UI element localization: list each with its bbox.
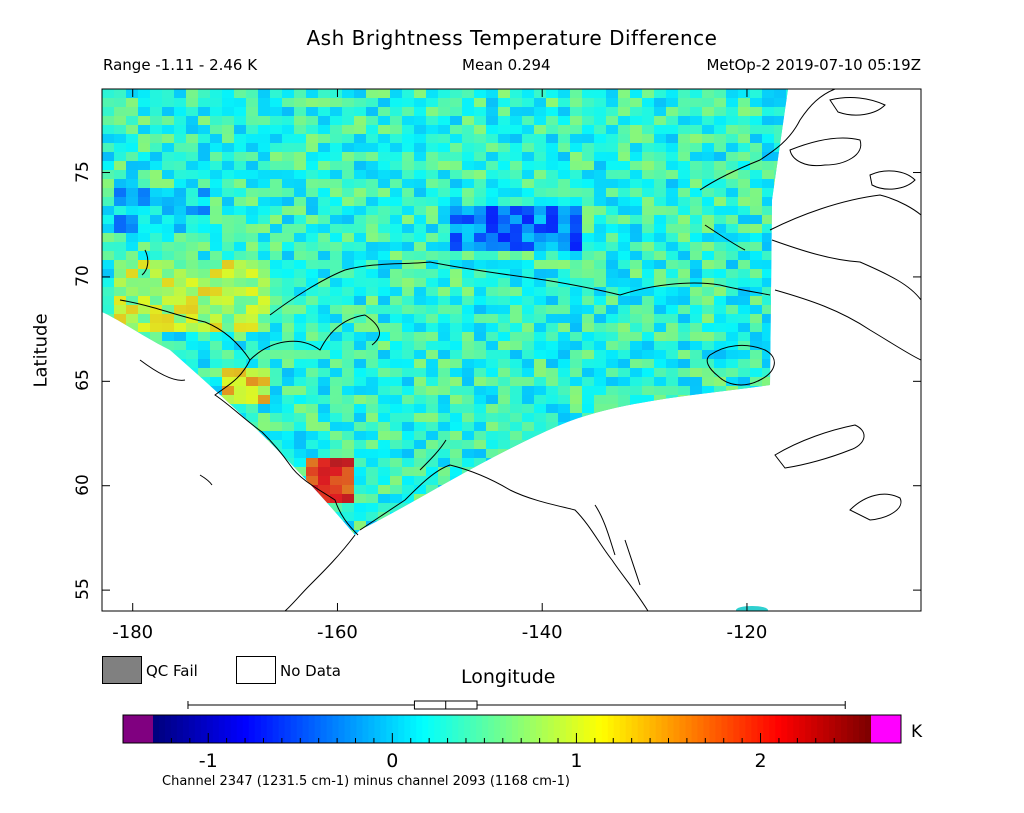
x-tick-label: -180 [112,622,154,643]
axis-ticks [102,89,921,611]
colorbar [122,714,902,744]
x-tick-label: -160 [317,622,358,643]
y-tick-label: 55 [73,578,93,600]
colorbar-over [871,715,901,743]
colorbar-boxplot [187,700,846,710]
y-tick-label: 65 [73,369,93,392]
x-tick-label: -140 [521,622,563,643]
plot-frame [101,88,922,612]
y-tick-label: 60 [73,473,93,496]
colorbar-tick-label: 2 [754,750,767,772]
y-axis-label: Latitude [30,313,52,388]
qc-fail-label: QC Fail [146,662,198,680]
colorbar-tick-label: -1 [198,750,218,772]
coastlines [119,89,921,611]
no-data-swatch [236,656,276,684]
range-text: Range -1.11 - 2.46 K [103,56,258,74]
mean-text: Mean 0.294 [462,56,551,74]
y-tick-label: 70 [73,265,93,287]
x-tick-label: -120 [726,622,768,643]
satellite-text: MetOp-2 2019-07-10 05:19Z [706,56,921,74]
y-tick-label: 75 [73,160,93,183]
colorbar-tick-label: 1 [570,750,583,772]
x-axis-label: Longitude [461,666,556,688]
chart-title: Ash Brightness Temperature Difference [306,26,718,50]
qc-fail-swatch [102,656,142,684]
no-data-label: No Data [280,662,341,680]
colorbar-unit: K [911,722,923,742]
colorbar-under [123,715,153,743]
channel-description: Channel 2347 (1231.5 cm-1) minus channel… [162,774,570,789]
colorbar-tick-label: 0 [386,750,399,772]
